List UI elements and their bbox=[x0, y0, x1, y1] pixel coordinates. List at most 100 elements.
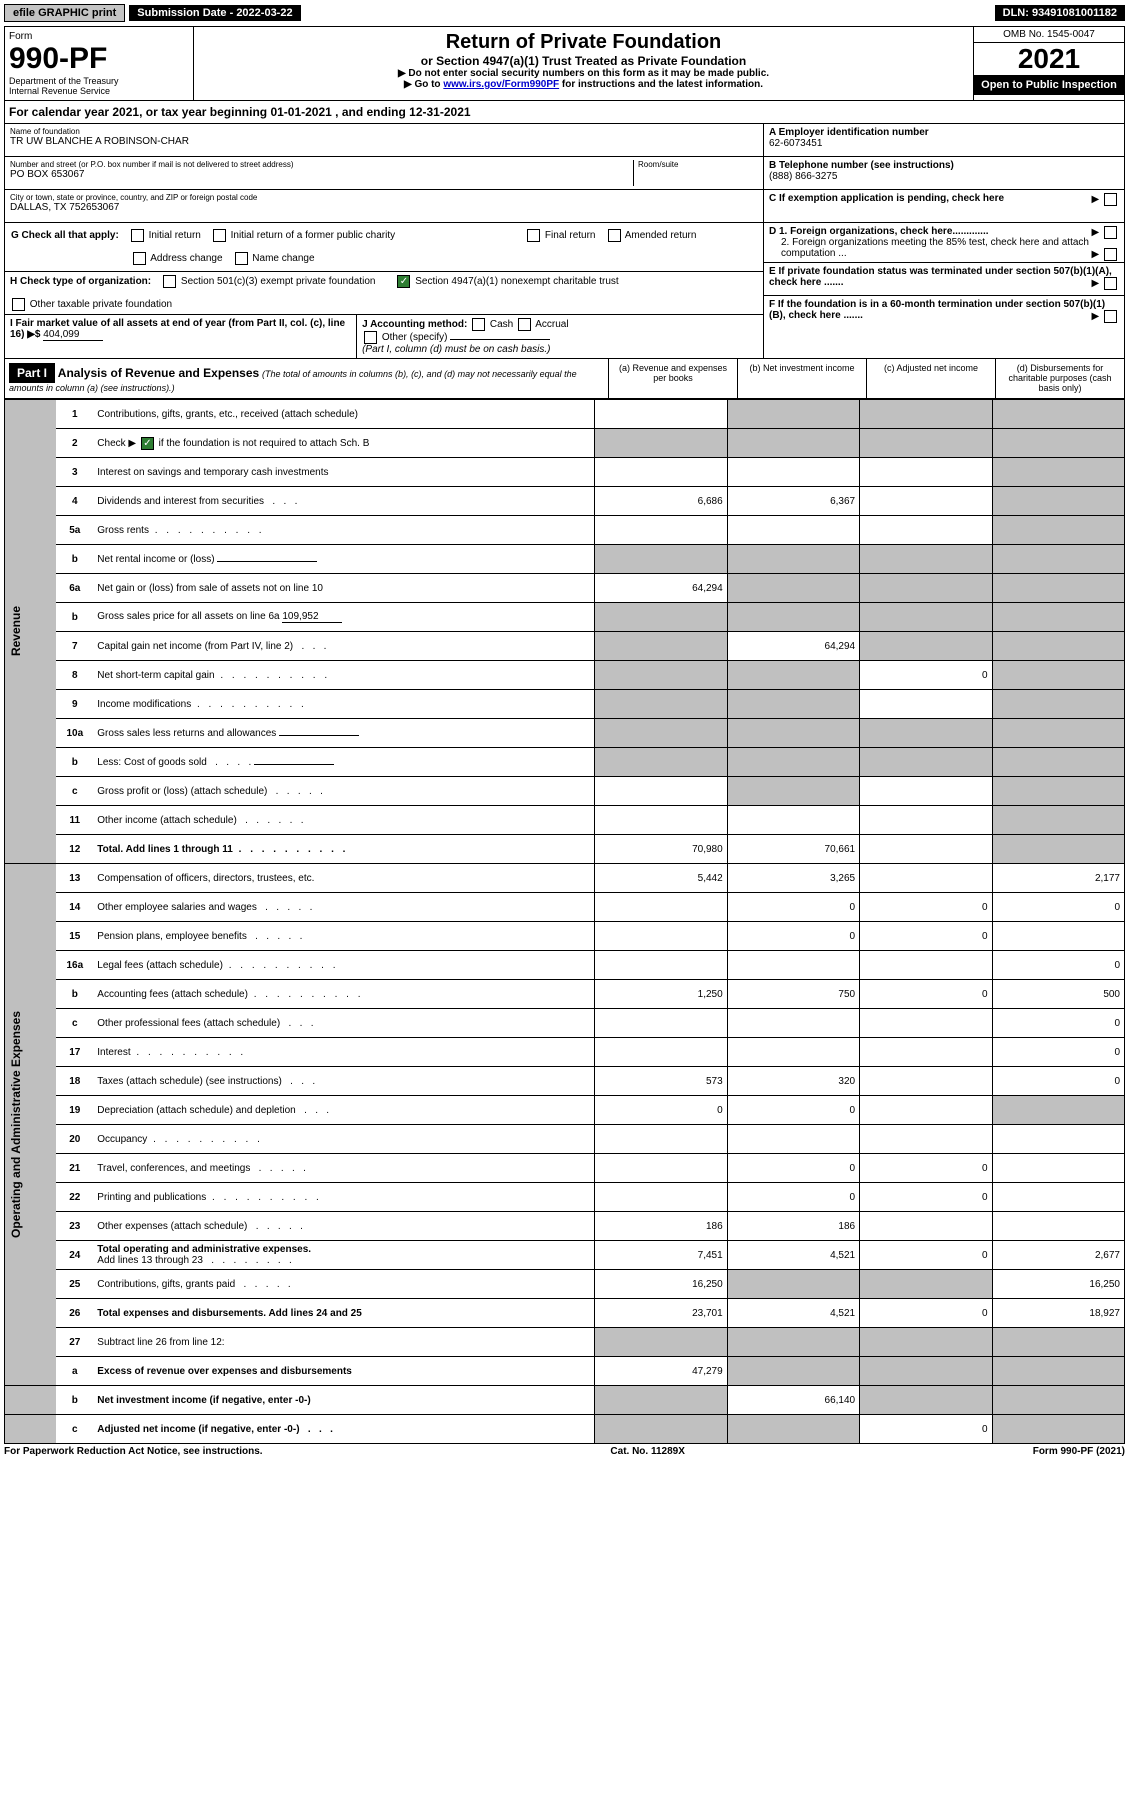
row-15: 15 Pension plans, employee benefits . . … bbox=[5, 922, 1125, 951]
r5a-no: 5a bbox=[56, 516, 93, 545]
check-other-tax[interactable] bbox=[12, 298, 25, 311]
row-6b: b Gross sales price for all assets on li… bbox=[5, 603, 1125, 632]
part1-title: Analysis of Revenue and Expenses bbox=[58, 366, 259, 380]
check-d1[interactable] bbox=[1104, 226, 1117, 239]
row-7: 7 Capital gain net income (from Part IV,… bbox=[5, 632, 1125, 661]
row-12: 12 Total. Add lines 1 through 11 70,9807… bbox=[5, 835, 1125, 864]
dept-irs: Internal Revenue Service bbox=[9, 86, 189, 96]
c-label: C If exemption application is pending, c… bbox=[769, 193, 1004, 204]
check-e[interactable] bbox=[1104, 277, 1117, 290]
check-accrual[interactable] bbox=[518, 318, 531, 331]
phone-label: B Telephone number (see instructions) bbox=[769, 160, 1119, 171]
efile-btn[interactable]: efile GRAPHIC print bbox=[4, 4, 125, 22]
header-left: Form 990-PF Department of the Treasury I… bbox=[5, 27, 194, 100]
r8-desc: Net short-term capital gain bbox=[93, 661, 594, 690]
part1-label: Part I bbox=[9, 363, 55, 383]
instr-2: ▶ Go to www.irs.gov/Form990PF for instru… bbox=[198, 79, 969, 90]
r16b-a: 1,250 bbox=[595, 980, 727, 1009]
check-addr-change[interactable] bbox=[133, 252, 146, 265]
check-amended[interactable] bbox=[608, 229, 621, 242]
r1-b bbox=[727, 400, 859, 429]
footer-mid: Cat. No. 11289X bbox=[610, 1446, 684, 1457]
r1-no: 1 bbox=[56, 400, 93, 429]
r5a-desc: Gross rents bbox=[93, 516, 594, 545]
g-label: G Check all that apply: bbox=[11, 230, 119, 241]
city: DALLAS, TX 752653067 bbox=[10, 202, 758, 213]
r22-no: 22 bbox=[56, 1183, 93, 1212]
phone-cell: B Telephone number (see instructions) (8… bbox=[764, 157, 1124, 190]
r7-b: 64,294 bbox=[727, 632, 859, 661]
r4-no: 4 bbox=[56, 487, 93, 516]
r27-desc: Subtract line 26 from line 12: bbox=[93, 1328, 594, 1357]
row-19: 19 Depreciation (attach schedule) and de… bbox=[5, 1096, 1125, 1125]
r9-desc: Income modifications bbox=[93, 690, 594, 719]
r24-c: 0 bbox=[860, 1241, 992, 1270]
g-opt-4: Address change bbox=[150, 253, 222, 264]
r18-no: 18 bbox=[56, 1067, 93, 1096]
j-other: Other (specify) bbox=[382, 332, 448, 343]
h-opt-2: Section 4947(a)(1) nonexempt charitable … bbox=[415, 276, 618, 287]
row-4: 4 Dividends and interest from securities… bbox=[5, 487, 1125, 516]
ij-row: I Fair market value of all assets at end… bbox=[5, 315, 763, 358]
city-label: City or town, state or province, country… bbox=[10, 193, 758, 202]
r27c-no: c bbox=[56, 1415, 93, 1444]
row-10a: 10a Gross sales less returns and allowan… bbox=[5, 719, 1125, 748]
j-note: (Part I, column (d) must be on cash basi… bbox=[362, 344, 550, 355]
col-c-head: (c) Adjusted net income bbox=[866, 359, 995, 398]
row-23: 23 Other expenses (attach schedule) . . … bbox=[5, 1212, 1125, 1241]
name-label: Name of foundation bbox=[10, 127, 758, 136]
check-c[interactable] bbox=[1104, 193, 1117, 206]
part1-desc: Part I Analysis of Revenue and Expenses … bbox=[5, 359, 608, 398]
check-final[interactable] bbox=[527, 229, 540, 242]
foundation-name: TR UW BLANCHE A ROBINSON-CHAR bbox=[10, 136, 758, 147]
r17-d: 0 bbox=[992, 1038, 1124, 1067]
j-other-line bbox=[450, 339, 550, 340]
r26-a: 23,701 bbox=[595, 1299, 727, 1328]
h-row: H Check type of organization: Section 50… bbox=[5, 272, 763, 315]
d2-label: 2. Foreign organizations meeting the 85%… bbox=[781, 237, 1089, 259]
r25-a: 16,250 bbox=[595, 1270, 727, 1299]
check-initial[interactable] bbox=[131, 229, 144, 242]
row-5b: b Net rental income or (loss) bbox=[5, 545, 1125, 574]
row-10c: c Gross profit or (loss) (attach schedul… bbox=[5, 777, 1125, 806]
dept-treasury: Department of the Treasury bbox=[9, 76, 189, 86]
r13-b: 3,265 bbox=[727, 864, 859, 893]
r22-c: 0 bbox=[860, 1183, 992, 1212]
r8-no: 8 bbox=[56, 661, 93, 690]
check-f[interactable] bbox=[1104, 310, 1117, 323]
top-bar: efile GRAPHIC print Submission Date - 20… bbox=[4, 4, 1125, 22]
footer-right: Form 990-PF (2021) bbox=[1033, 1446, 1125, 1457]
irs-link[interactable]: www.irs.gov/Form990PF bbox=[443, 79, 559, 90]
ein-cell: A Employer identification number 62-6073… bbox=[764, 124, 1124, 157]
r16b-no: b bbox=[56, 980, 93, 1009]
row-13: Operating and Administrative Expenses 13… bbox=[5, 864, 1125, 893]
r10a-desc: Gross sales less returns and allowances bbox=[93, 719, 594, 748]
r16c-no: c bbox=[56, 1009, 93, 1038]
r5b-no: b bbox=[56, 545, 93, 574]
info-grid: Name of foundation TR UW BLANCHE A ROBIN… bbox=[4, 124, 1125, 359]
check-name-change[interactable] bbox=[235, 252, 248, 265]
col-b-head: (b) Net investment income bbox=[737, 359, 866, 398]
form-header: Form 990-PF Department of the Treasury I… bbox=[4, 26, 1125, 101]
check-cash[interactable] bbox=[472, 318, 485, 331]
h-label: H Check type of organization: bbox=[10, 276, 151, 287]
check-sch-b[interactable]: ✓ bbox=[141, 437, 154, 450]
form-subtitle: or Section 4947(a)(1) Trust Treated as P… bbox=[198, 54, 969, 68]
check-other-acct[interactable] bbox=[364, 331, 377, 344]
row-6a: 6a Net gain or (loss) from sale of asset… bbox=[5, 574, 1125, 603]
i-value: 404,099 bbox=[43, 329, 103, 341]
r27a-desc: Excess of revenue over expenses and disb… bbox=[93, 1357, 594, 1386]
col-a-head: (a) Revenue and expenses per books bbox=[608, 359, 737, 398]
g-opt-1: Initial return of a former public charit… bbox=[231, 230, 396, 241]
check-4947[interactable]: ✓ bbox=[397, 275, 410, 288]
check-501c3[interactable] bbox=[163, 275, 176, 288]
check-initial-former[interactable] bbox=[213, 229, 226, 242]
r16c-d: 0 bbox=[992, 1009, 1124, 1038]
check-d2[interactable] bbox=[1104, 248, 1117, 261]
addr-label: Number and street (or P.O. box number if… bbox=[10, 160, 633, 169]
r7-desc: Capital gain net income (from Part IV, l… bbox=[93, 632, 594, 661]
row-10b: b Less: Cost of goods sold . . . . bbox=[5, 748, 1125, 777]
footer-left: For Paperwork Reduction Act Notice, see … bbox=[4, 1446, 263, 1457]
open-public: Open to Public Inspection bbox=[974, 75, 1124, 95]
r25-d: 16,250 bbox=[992, 1270, 1124, 1299]
